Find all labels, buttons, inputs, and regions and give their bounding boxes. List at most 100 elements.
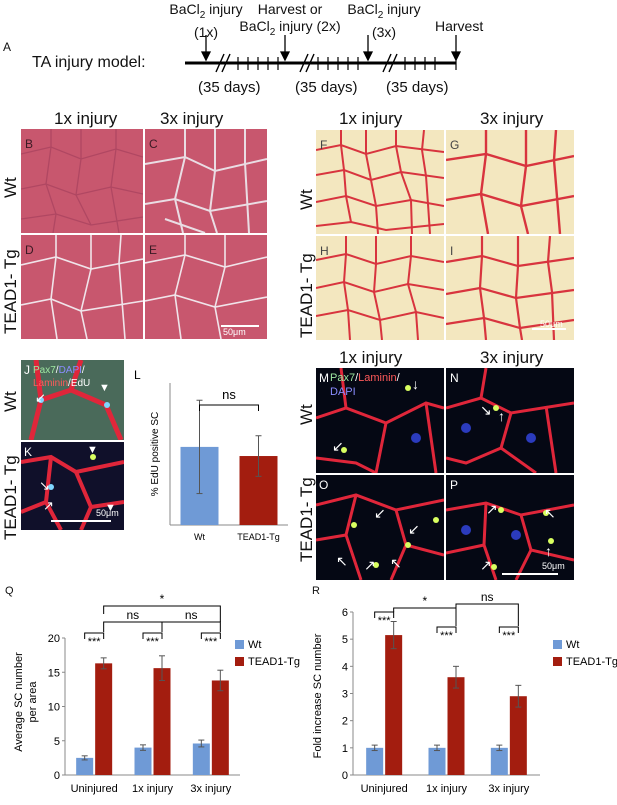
pax7-image-wt-1x: M Pax7/Laminin/ DAPI ↓ ↙: [316, 368, 444, 473]
he-image-tg-3x: E 50μm: [145, 235, 267, 339]
interval-3: (35 days): [386, 79, 449, 96]
x-tick-label: 1x injury: [132, 783, 173, 795]
panel-letter-n: N: [450, 371, 459, 385]
x-tick-label: 1x injury: [426, 783, 467, 795]
arrow-icon: ↙: [35, 390, 46, 405]
panel-letter-j: J: [24, 363, 30, 377]
y-tick-label: 5: [54, 736, 60, 748]
timeline: [185, 35, 462, 73]
bar: [95, 663, 113, 775]
significance-bracket: [103, 621, 163, 632]
significance-label: ***: [88, 636, 102, 648]
scale-bar: [502, 573, 558, 575]
bar: [490, 747, 508, 775]
panel-letter-q: Q: [5, 585, 14, 597]
significance-bracket: [84, 632, 105, 639]
jk-row-label-tg: TEAD1- Tg: [1, 455, 20, 540]
panel-letter-i: I: [450, 244, 454, 258]
arrowhead-icon: ▼: [99, 382, 110, 394]
arrow-icon: ↘: [480, 402, 492, 418]
panel-letter-b: B: [25, 137, 34, 151]
sr-image-wt-1x: F: [316, 130, 444, 234]
scale-bar: [51, 520, 111, 522]
edu-image-wt: J Pax7/DAPI/ Laminin/EdU ↙ ▼: [21, 360, 124, 440]
scale-label: 50μm: [542, 561, 565, 571]
mp-row-label-tg: TEAD1- Tg: [297, 477, 316, 562]
legend-label: TEAD1-Tg: [248, 656, 300, 668]
scale-bar: [221, 325, 259, 327]
event-1x-label: BaCl2 injury (1x): [169, 1, 243, 40]
significance-label: ***: [146, 636, 160, 648]
y-tick-label: 3: [342, 689, 348, 701]
pax7-image-tg-1x: O ↙ ↖ ↗ ↖ ↙: [316, 475, 444, 580]
bar: [192, 743, 210, 775]
panel-letter-p: P: [450, 478, 459, 492]
x-tick-label: Uninjured: [361, 783, 408, 795]
interval-2: (35 days): [295, 79, 358, 96]
arrow-icon: ↗: [480, 557, 492, 573]
arrow-icon: ↑: [545, 543, 552, 559]
legend-label: Wt: [248, 639, 261, 651]
x-tick-label: 3x injury: [488, 783, 529, 795]
pax7-image-tg-3x: P ↗ ↖ ↑ ↗ 50μm: [446, 475, 574, 580]
y-tick-label: 10: [48, 702, 60, 714]
chart-q: 0 5 10 15 20 Uninjured 1x injury 3x injury Wt TEA…: [13, 592, 300, 795]
significance-label: ns: [126, 608, 139, 622]
event-3x-label: BaCl2 injury (3x): [347, 1, 421, 40]
y-axis-label: Average SC number: [13, 652, 25, 752]
arrow-icon: ↙: [408, 521, 420, 537]
bar: [428, 747, 446, 775]
scale-label: 50μm: [96, 508, 119, 518]
sr-col-head-1x: 1x injury: [339, 109, 403, 128]
legend-label: TEAD1-Tg: [566, 656, 617, 668]
arrow-icon: ↖: [390, 555, 402, 571]
chart-r: 0 1 2 3 4 5 6 Uninjured 1x injury 3x injury Wt TEAD…: [312, 590, 617, 795]
jk-row-label-wt: Wt: [1, 391, 20, 412]
sr-col-head-3x: 3x injury: [480, 109, 544, 128]
y-axis-label: Fold increase SC number: [312, 633, 324, 758]
bar: [385, 635, 403, 775]
y-tick-label: 1: [342, 743, 348, 755]
panel-letter-l: L: [134, 368, 141, 382]
y-tick-label: 20: [48, 633, 60, 645]
arrowhead-icon: ▼: [105, 502, 116, 514]
y-axis-label: % EdU positive SC: [150, 412, 161, 496]
significance-label: ns: [481, 590, 494, 604]
y-tick-label: 6: [342, 607, 348, 619]
arrow-icon: ↙: [374, 505, 386, 521]
arrow-icon: ↗: [364, 557, 376, 573]
legend-label: Wt: [566, 639, 579, 651]
panel-letter-f: F: [320, 138, 328, 152]
panel-letter-g: G: [450, 138, 460, 152]
y-tick-label: 5: [342, 634, 348, 646]
significance-bracket: [103, 605, 221, 622]
significance-bracket: [142, 632, 163, 639]
panel-letter-d: D: [25, 243, 34, 257]
significance-bracket: [455, 603, 519, 626]
legend-swatch: [235, 657, 244, 666]
sr-row-label-tg: TEAD1- Tg: [297, 253, 316, 338]
he-col-head-3x: 3x injury: [160, 109, 224, 128]
y-tick-label: 0: [342, 770, 348, 782]
significance-label: ns: [222, 387, 236, 402]
arrow-icon: ↗: [43, 498, 54, 513]
he-image-tg-1x: D: [21, 235, 143, 339]
legend-swatch: [553, 657, 562, 666]
sr-image-tg-3x: I 50μm: [446, 236, 574, 340]
significance-label: ns: [185, 608, 198, 622]
bar: [76, 757, 94, 775]
significance-label: ***: [378, 615, 392, 627]
sr-image-wt-3x: G: [446, 130, 574, 234]
significance-label: ***: [204, 636, 218, 648]
mp-col-head-1x: 1x injury: [339, 348, 403, 367]
x-tick-label: TEAD1-Tg: [237, 532, 280, 542]
mp-row-label-wt: Wt: [297, 404, 316, 425]
panel-letter-h: H: [320, 244, 329, 258]
interval-1: (35 days): [198, 79, 261, 96]
panel-letter-e: E: [149, 243, 158, 257]
significance-bracket: [393, 607, 457, 626]
x-tick-label: Wt: [194, 532, 205, 542]
significance-bracket: [199, 404, 259, 411]
arrow-down-icon: [200, 35, 462, 62]
arrow-icon: ↖: [544, 505, 556, 521]
